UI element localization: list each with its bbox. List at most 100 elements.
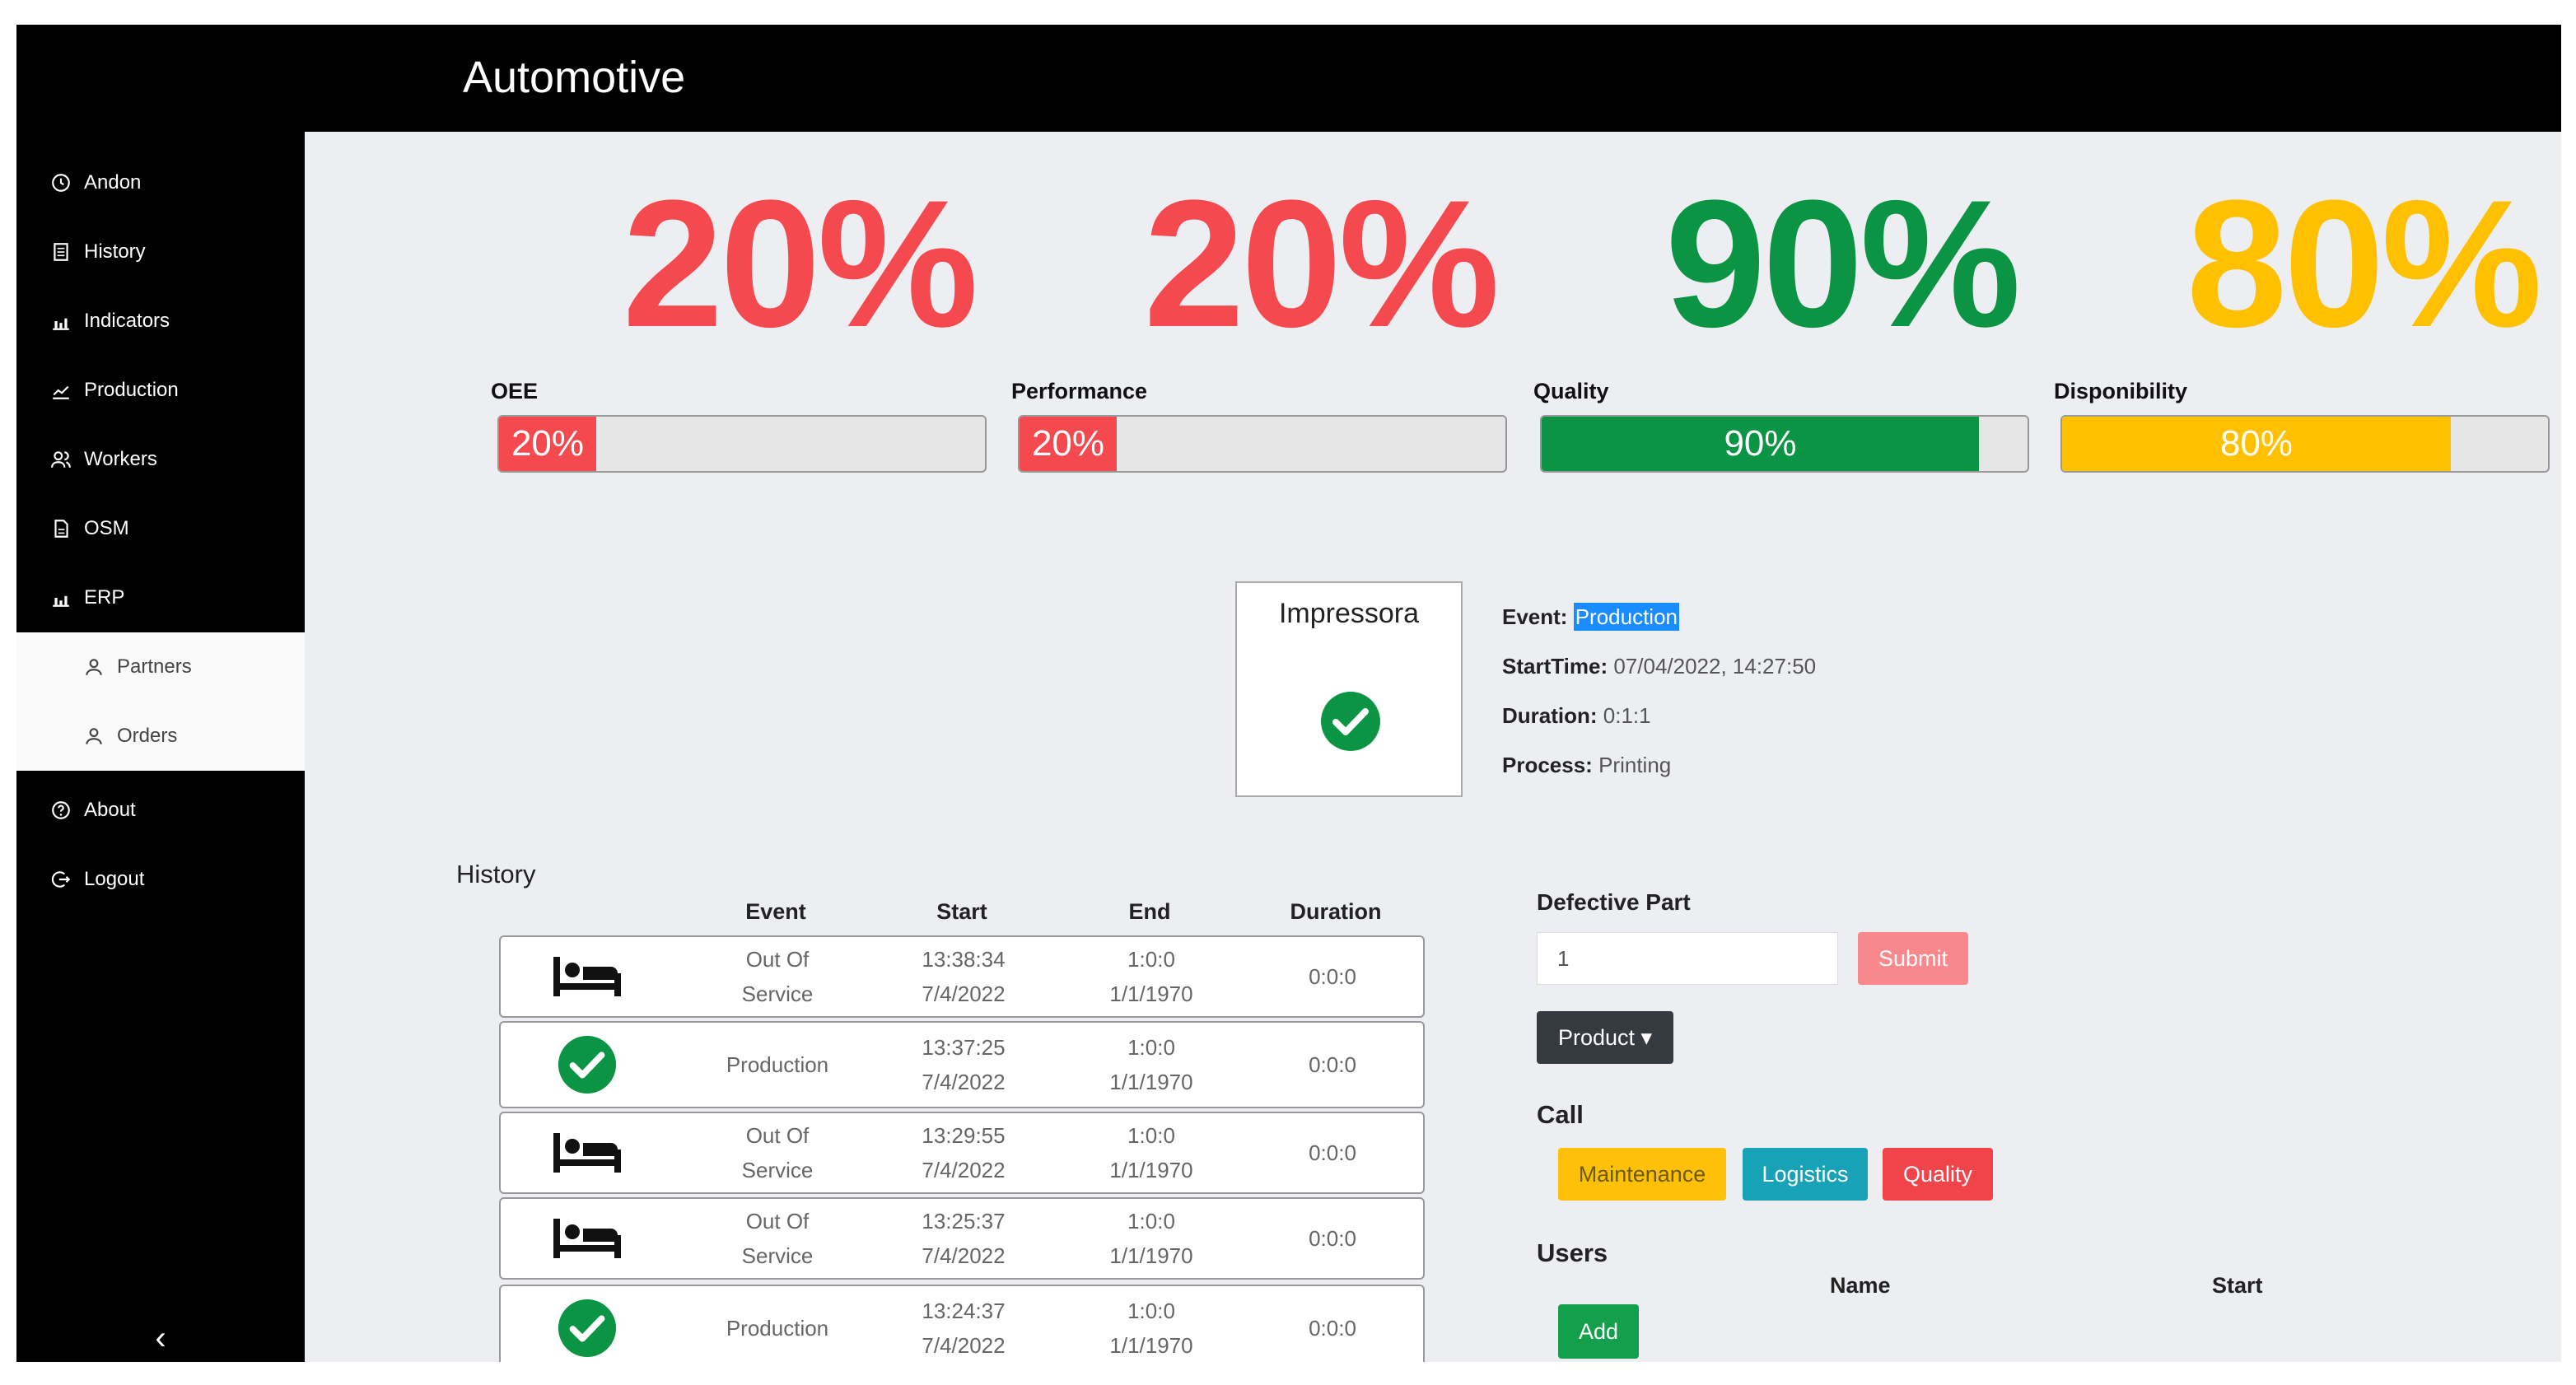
- device-status-card[interactable]: Impressora: [1235, 581, 1463, 797]
- history-row[interactable]: Out Of Service 13:25:37 7/4/2022 1:0:0 1…: [499, 1197, 1425, 1280]
- history-end-date: 1/1/1970: [1109, 1070, 1193, 1094]
- duration-value: 0:1:1: [1603, 703, 1651, 728]
- sidebar-item-production[interactable]: Production: [16, 356, 305, 425]
- disponibility-label: Disponibility: [2054, 379, 2187, 403]
- sidebar-item-label: Partners: [117, 655, 192, 678]
- history-row[interactable]: Out Of Service 13:29:55 7/4/2022 1:0:0 1…: [499, 1112, 1425, 1194]
- question-icon: [49, 799, 72, 822]
- sidebar-item-indicators[interactable]: Indicators: [16, 287, 305, 356]
- sidebar-item-label: History: [84, 240, 146, 263]
- add-user-button[interactable]: Add: [1558, 1304, 1639, 1359]
- oee-progress-bar: 20%: [497, 415, 987, 473]
- history-duration-cell: 0:0:0: [1309, 964, 1356, 989]
- product-dropdown[interactable]: Product ▾: [1537, 1011, 1673, 1064]
- history-event-line2: Service: [741, 1243, 814, 1268]
- history-event-cell: Production: [695, 1286, 860, 1362]
- history-event-line1: Out Of: [745, 947, 810, 972]
- sidebar-item-andon[interactable]: Andon: [16, 148, 305, 217]
- defective-part-title: Defective Part: [1537, 889, 1691, 915]
- bar-chart-icon: [49, 586, 72, 609]
- sidebar-item-label: About: [84, 799, 136, 821]
- sidebar-item-logout[interactable]: Logout: [16, 845, 305, 914]
- main-content: 20% 20% 90% 80% OEE Performance Quality …: [305, 132, 2561, 1362]
- oee-label: OEE: [491, 379, 539, 403]
- history-start-date: 7/4/2022: [922, 1333, 1006, 1358]
- sidebar-item-label: Indicators: [84, 310, 170, 332]
- sidebar: Andon History Indicators Production Work…: [16, 132, 305, 1362]
- history-start-date: 7/4/2022: [922, 1070, 1006, 1094]
- history-start-date: 7/4/2022: [922, 1243, 1006, 1268]
- history-event-line1: Out Of: [745, 1209, 810, 1233]
- history-start-cell: 13:24:37 7/4/2022: [881, 1286, 1046, 1362]
- sidebar-item-history[interactable]: History: [16, 217, 305, 287]
- history-start-date: 7/4/2022: [922, 1158, 1006, 1182]
- starttime-label: StartTime:: [1502, 654, 1608, 679]
- history-event-line1: Production: [726, 1316, 829, 1341]
- file-icon: [49, 517, 72, 540]
- history-row[interactable]: Out Of Service 13:38:34 7/4/2022 1:0:0 1…: [499, 935, 1425, 1018]
- quality-progress-fill: 90%: [1542, 417, 1979, 471]
- history-end-date: 1/1/1970: [1109, 1243, 1193, 1268]
- history-col-duration: Duration: [1290, 899, 1382, 924]
- history-start-time: 13:24:37: [922, 1299, 1006, 1323]
- history-event-cell: Out Of Service: [695, 937, 860, 1016]
- quality-progress-bar: 90%: [1540, 415, 2029, 473]
- history-start-cell: 13:38:34 7/4/2022: [881, 937, 1046, 1016]
- sidebar-item-label: OSM: [84, 517, 129, 539]
- call-title: Call: [1537, 1100, 1584, 1129]
- history-start-cell: 13:29:55 7/4/2022: [881, 1113, 1046, 1192]
- event-info-row: Event: Production: [1502, 603, 1680, 631]
- disponibility-progress-bar: 80%: [2060, 415, 2550, 473]
- starttime-info-row: StartTime: 07/04/2022, 14:27:50: [1502, 654, 1816, 679]
- history-duration-cell: 0:0:0: [1309, 1052, 1356, 1077]
- history-end-time: 1:0:0: [1127, 1123, 1175, 1148]
- users-title: Users: [1537, 1238, 1608, 1267]
- defective-part-input[interactable]: [1537, 932, 1838, 985]
- sidebar-item-label: Orders: [117, 725, 178, 747]
- sidebar-item-workers[interactable]: Workers: [16, 425, 305, 494]
- user-icon: [82, 655, 105, 679]
- logout-icon: [49, 868, 72, 891]
- history-row[interactable]: Production 13:37:25 7/4/2022 1:0:0 1/1/1…: [499, 1021, 1425, 1108]
- call-maintenance-button[interactable]: Maintenance: [1558, 1148, 1726, 1201]
- app-frame: Automotive Andon History Indicators Prod…: [16, 25, 2561, 1362]
- device-name: Impressora: [1278, 598, 1420, 629]
- sidebar-collapse-button[interactable]: ‹: [155, 1319, 166, 1356]
- event-value: Production: [1573, 603, 1680, 631]
- call-logistics-button[interactable]: Logistics: [1743, 1148, 1868, 1201]
- process-value: Printing: [1598, 753, 1672, 777]
- document-icon: [49, 240, 72, 263]
- call-quality-button[interactable]: Quality: [1883, 1148, 1993, 1201]
- history-start-time: 13:29:55: [922, 1123, 1006, 1148]
- history-title: History: [456, 860, 536, 888]
- check-circle-icon: [550, 1299, 624, 1358]
- history-start-cell: 13:25:37 7/4/2022: [881, 1199, 1046, 1278]
- bed-icon: [550, 1210, 624, 1267]
- check-circle-icon: [1319, 690, 1382, 753]
- sidebar-item-osm[interactable]: OSM: [16, 494, 305, 563]
- duration-info-row: Duration: 0:1:1: [1502, 703, 1651, 729]
- line-chart-icon: [49, 379, 72, 402]
- performance-big-value: 20%: [1143, 162, 1500, 365]
- history-start-time: 13:38:34: [922, 947, 1006, 972]
- history-event-line1: Out Of: [745, 1123, 810, 1148]
- users-col-name: Name: [1830, 1273, 1891, 1298]
- history-row[interactable]: Production 13:24:37 7/4/2022 1:0:0 1/1/1…: [499, 1285, 1425, 1362]
- submit-button[interactable]: Submit: [1858, 932, 1968, 985]
- history-start-time: 13:25:37: [922, 1209, 1006, 1233]
- sidebar-item-partners[interactable]: Partners: [16, 632, 305, 702]
- sidebar-item-label: Logout: [84, 868, 145, 890]
- sidebar-item-orders[interactable]: Orders: [16, 702, 305, 771]
- history-duration-cell: 0:0:0: [1309, 1226, 1356, 1251]
- disponibility-big-value: 80%: [2186, 162, 2542, 365]
- sidebar-item-erp[interactable]: ERP: [16, 563, 305, 632]
- sidebar-item-about[interactable]: About: [16, 776, 305, 845]
- history-end-time: 1:0:0: [1127, 947, 1175, 972]
- duration-label: Duration:: [1502, 703, 1598, 728]
- performance-progress-bar: 20%: [1018, 415, 1507, 473]
- erp-submenu: Partners Orders: [16, 632, 305, 771]
- disponibility-progress-fill: 80%: [2062, 417, 2451, 471]
- performance-progress-fill: 20%: [1020, 417, 1117, 471]
- history-duration-cell: 0:0:0: [1309, 1316, 1356, 1341]
- history-duration-cell: 0:0:0: [1309, 1140, 1356, 1165]
